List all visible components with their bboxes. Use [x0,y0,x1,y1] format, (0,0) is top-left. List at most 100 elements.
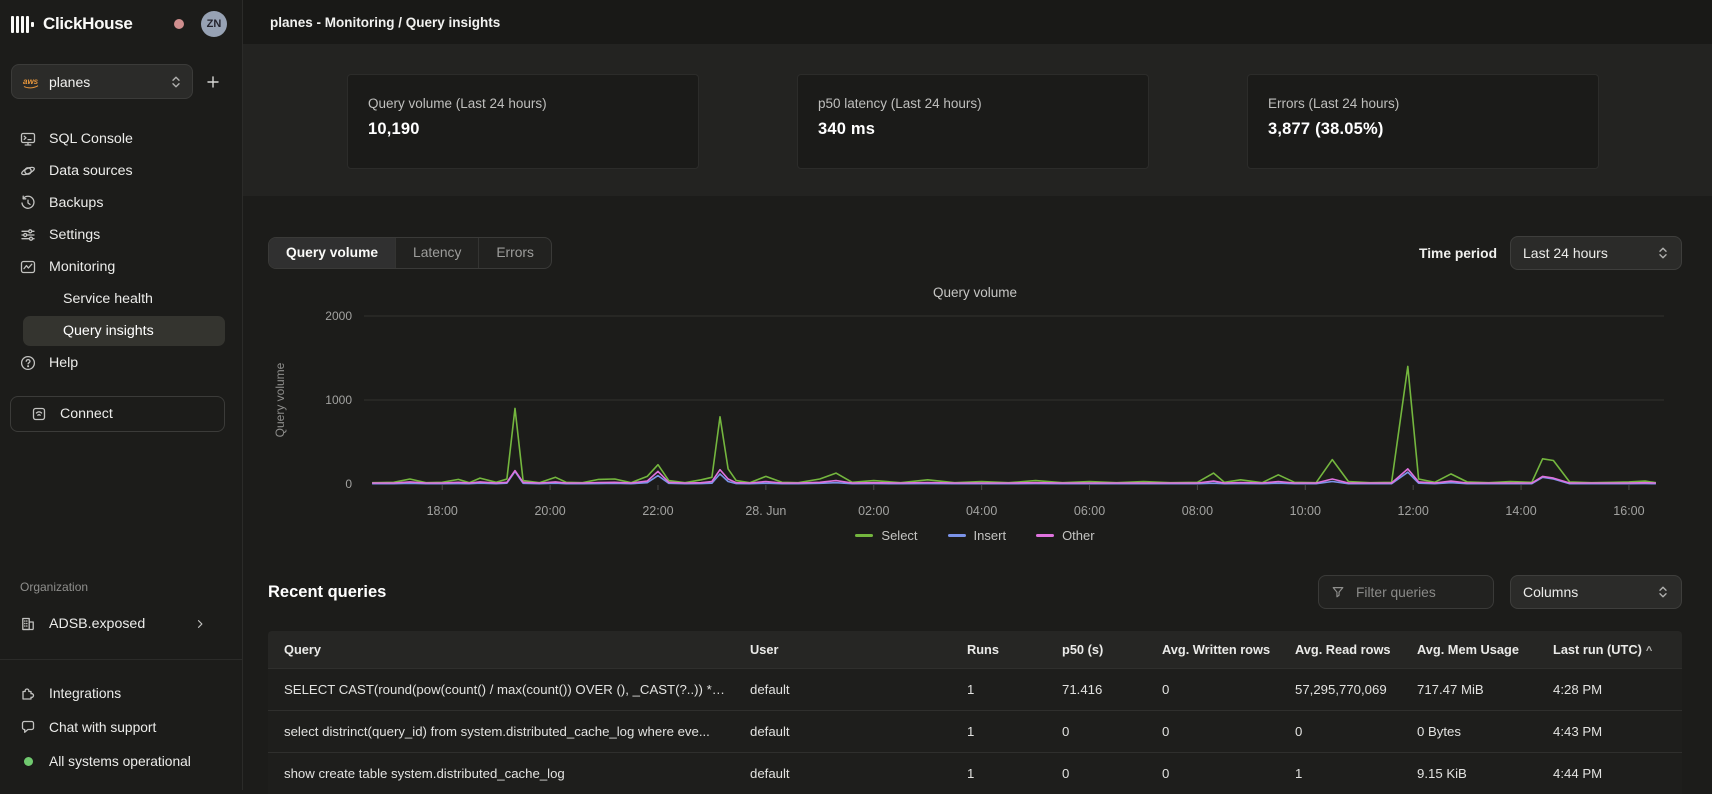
filter-icon [1331,585,1345,599]
sidebar-item-integrations[interactable]: Integrations [0,678,242,708]
tabs-row: Query volume Latency Errors Time period … [268,236,1682,270]
stat-label: Query volume (Last 24 hours) [368,96,678,111]
brand-row: ClickHouse ZN [0,11,242,37]
sidebar-item-service-health[interactable]: Service health [23,284,225,314]
backups-icon [20,195,36,211]
topbar: planes - Monitoring / Query insights [243,0,1712,44]
stat-label: Errors (Last 24 hours) [1268,96,1578,111]
recent-queries-title: Recent queries [268,583,386,602]
notification-dot-icon[interactable] [174,19,184,29]
column-header-mem-usage[interactable]: Avg. Mem Usage [1405,631,1541,669]
sidebar-subitem-label: Query insights [63,323,154,339]
sidebar-item-monitoring[interactable]: Monitoring [0,251,242,283]
tab-errors[interactable]: Errors [478,238,551,268]
sidebar-item-query-insights[interactable]: Query insights [23,316,225,346]
legend-item-insert[interactable]: Insert [948,528,1007,543]
cell-p50: 0 [1050,753,1150,794]
avatar[interactable]: ZN [201,11,227,37]
column-header-read-rows[interactable]: Avg. Read rows [1283,631,1405,669]
time-period-value: Last 24 hours [1523,245,1608,261]
stat-card-errors: Errors (Last 24 hours) 3,877 (38.05%) [1247,74,1599,169]
system-status-row[interactable]: All systems operational [0,746,242,776]
sidebar-item-label: SQL Console [49,131,133,147]
chart-legend: Select Insert Other [268,528,1682,543]
cell-user: default [738,753,955,794]
footer-item-label: Integrations [49,686,121,701]
sidebar-item-backups[interactable]: Backups [0,187,242,219]
filter-queries-input[interactable] [1354,584,1474,601]
table-row[interactable]: SELECT CAST(round(pow(count() / max(coun… [268,669,1682,711]
column-header-user[interactable]: User [738,631,955,669]
column-header-runs[interactable]: Runs [955,631,1050,669]
cell-mem: 9.15 KiB [1405,753,1541,794]
cell-query: select distrinct(query_id) from system.d… [268,711,738,753]
cell-user: default [738,711,955,753]
organization-name: ADSB.exposed [49,616,145,632]
sidebar-footer: Integrations Chat with support All syste… [0,660,242,776]
time-period-select[interactable]: Last 24 hours [1510,236,1682,270]
tab-query-volume[interactable]: Query volume [269,238,395,268]
column-header-last-run[interactable]: Last run (UTC)^ [1541,631,1682,669]
column-header-query[interactable]: Query [268,631,738,669]
y-tick-label: 2000 [325,309,352,323]
cell-query: SELECT CAST(round(pow(count() / max(coun… [268,669,738,711]
organization-section-label: Organization [0,580,242,594]
legend-item-select[interactable]: Select [855,528,917,543]
status-dot-icon [24,757,33,766]
x-tick-label: 12:00 [1398,504,1429,518]
series-line-select [372,366,1656,482]
sidebar-item-label: Data sources [49,163,133,179]
cell-read: 57,295,770,069 [1283,669,1405,711]
sidebar-item-label: Backups [49,195,103,211]
sidebar-item-help[interactable]: Help [0,347,242,379]
cell-written: 0 [1150,669,1283,711]
cell-last-run: 4:43 PM [1541,711,1682,753]
x-tick-label: 08:00 [1182,504,1213,518]
sidebar-item-label: Monitoring [49,259,115,275]
time-period-control: Time period Last 24 hours [1419,236,1682,270]
table-header-row: Query User Runs p50 (s) Avg. Written row… [268,631,1682,669]
legend-item-other[interactable]: Other [1036,528,1095,543]
legend-swatch-insert [948,534,966,537]
table-row[interactable]: show create table system.distributed_cac… [268,753,1682,794]
chart-title: Query volume [268,285,1682,300]
sidebar-nav: SQL Console Data sources Backups Setting… [0,123,242,379]
y-tick-label: 0 [345,477,352,491]
cell-runs: 1 [955,669,1050,711]
cell-query: show create table system.distributed_cac… [268,753,738,794]
sidebar-item-data-sources[interactable]: Data sources [0,155,242,187]
sidebar-item-chat-support[interactable]: Chat with support [0,712,242,742]
x-tick-label: 18:00 [427,504,458,518]
stats-strip: Query volume (Last 24 hours) 10,190 p50 … [243,44,1712,196]
chart-tabs: Query volume Latency Errors [268,237,552,269]
tab-latency[interactable]: Latency [395,238,478,268]
chevron-updown-icon [1657,585,1669,599]
x-tick-label: 20:00 [534,504,565,518]
sidebar-item-label: Help [49,355,78,371]
legend-swatch-other [1036,534,1054,537]
chat-icon [20,719,36,735]
column-header-p50[interactable]: p50 (s) [1050,631,1150,669]
recent-queries-table: Query User Runs p50 (s) Avg. Written row… [268,631,1682,794]
y-axis-title: Query volume [273,362,287,437]
cell-runs: 1 [955,753,1050,794]
connect-button[interactable]: Connect [10,396,225,432]
service-selector[interactable]: aws planes [11,64,193,99]
sidebar-item-sql-console[interactable]: SQL Console [0,123,242,155]
time-period-label: Time period [1419,246,1497,261]
legend-label: Other [1062,528,1095,543]
sidebar-item-settings[interactable]: Settings [0,219,242,251]
stat-card-query-volume: Query volume (Last 24 hours) 10,190 [347,74,699,169]
recent-queries-controls: Columns [1318,575,1682,609]
filter-queries-field[interactable] [1318,575,1494,609]
column-header-written-rows[interactable]: Avg. Written rows [1150,631,1283,669]
columns-select[interactable]: Columns [1510,575,1682,609]
sidebar-item-label: Settings [49,227,100,243]
columns-select-value: Columns [1523,584,1578,600]
organization-row[interactable]: ADSB.exposed [0,609,242,639]
chevron-updown-icon [1657,246,1669,260]
cell-last-run: 4:28 PM [1541,669,1682,711]
add-service-button[interactable] [205,69,231,95]
query-volume-chart: 01000200018:0020:0022:0028. Jun02:0004:0… [268,302,1682,524]
table-row[interactable]: select distrinct(query_id) from system.d… [268,711,1682,753]
